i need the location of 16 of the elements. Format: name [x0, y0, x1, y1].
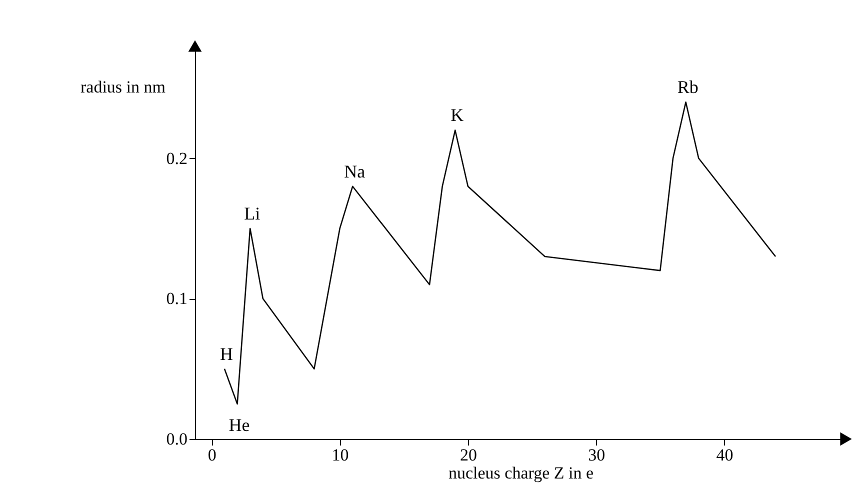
annotation: Rb	[677, 77, 698, 98]
annotation: Li	[244, 203, 260, 224]
annotation: K	[450, 105, 464, 126]
x-tick-label: 10	[332, 446, 349, 464]
x-tick-label: 20	[460, 446, 477, 464]
annotation: Na	[344, 161, 366, 182]
y-axis-title: radius in nm	[80, 78, 166, 96]
x-axis-title: nucleus charge Z in e	[448, 464, 594, 482]
x-tick-label: 0	[208, 446, 216, 464]
x-tick-label: 30	[588, 446, 606, 464]
annotation: He	[228, 414, 250, 435]
annotation: H	[220, 344, 233, 364]
y-tick-label: 0.0	[166, 430, 188, 448]
x-tick-label: 40	[716, 446, 734, 464]
y-tick-label: 0.1	[166, 289, 188, 308]
y-tick-label: 0.2	[166, 148, 188, 168]
